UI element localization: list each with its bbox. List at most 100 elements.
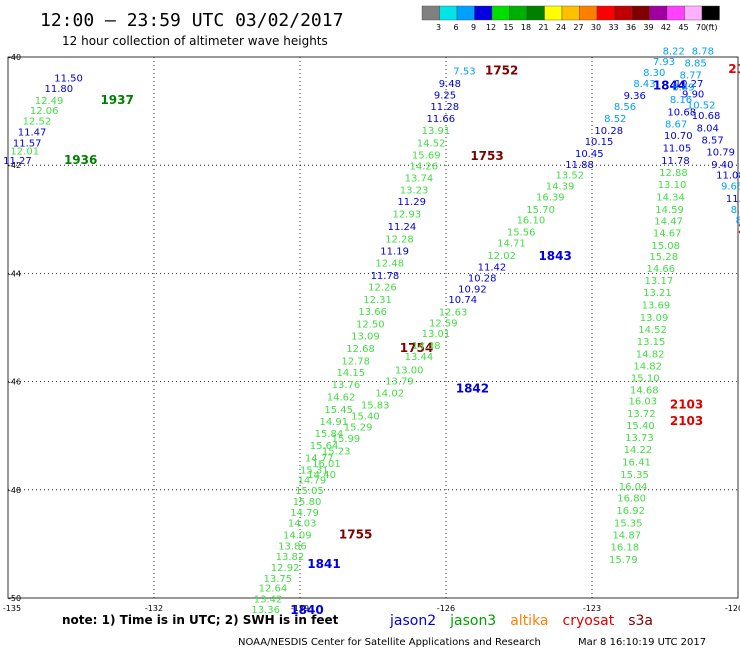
wave-height-value: 12.52 — [23, 117, 52, 128]
wave-height-value: 12.48 — [375, 258, 404, 269]
pass-time-label: 2103 — [670, 414, 703, 428]
wave-height-value: 14.71 — [497, 238, 526, 249]
wave-height-value: 13.82 — [276, 552, 305, 563]
legend-label: 33 — [608, 23, 618, 32]
wave-height-value: 13.73 — [625, 433, 654, 444]
wave-height-value: 11.05 — [663, 144, 692, 155]
tick-label-lat: -44 — [8, 269, 21, 278]
wave-height-value: 15.35 — [620, 470, 649, 481]
legend-label: 6 — [453, 23, 458, 32]
wave-height-value: 12.68 — [346, 344, 375, 355]
wave-height-value: 8.85 — [684, 59, 706, 70]
legend-swatch — [544, 5, 563, 21]
pass-time-label: 1841 — [307, 557, 340, 571]
pass-time-label: 1840 — [290, 603, 323, 617]
wave-height-value: 15.35 — [614, 519, 643, 530]
wave-height-value: 11.19 — [380, 246, 409, 257]
legend-swatch — [579, 5, 598, 21]
wave-height-value: 8.43 — [633, 79, 655, 90]
wave-height-value: 14.02 — [375, 389, 404, 400]
wave-height-value: 14.67 — [653, 229, 682, 240]
wave-height-value: 10.27 — [675, 79, 704, 90]
legend-label: 45 — [678, 23, 688, 32]
wave-height-value: 12.26 — [368, 283, 397, 294]
satellite-s3a: s3a — [628, 613, 653, 629]
pass-time-label: 2102 — [738, 222, 740, 236]
pass-time-label: 1842 — [456, 381, 489, 395]
wave-height-value: 14.82 — [636, 349, 665, 360]
wave-height-value: 11.47 — [18, 127, 47, 138]
wave-height-value: 15.99 — [332, 434, 361, 445]
legend-label: 42 — [661, 23, 671, 32]
wave-height-value: 14.26 — [410, 162, 439, 173]
wave-height-value: 11.42 — [478, 263, 507, 274]
wave-height-value: 14.22 — [624, 445, 653, 456]
wave-height-value: 11.28 — [430, 102, 459, 113]
legend-label: 24 — [556, 23, 566, 32]
wave-height-value: 14.87 — [612, 530, 641, 541]
wave-height-value: 13.09 — [351, 331, 380, 342]
wave-height-value: 11.29 — [397, 197, 426, 208]
footer-credit: NOAA/NESDIS Center for Satellite Applica… — [238, 637, 541, 648]
legend-swatch — [491, 5, 510, 21]
legend-swatch — [526, 5, 545, 21]
wave-height-value: 13.72 — [627, 409, 656, 420]
wave-height-value: 12.06 — [30, 106, 59, 117]
pass-time-label: 2103 — [670, 398, 703, 412]
wave-height-value: 8.56 — [614, 102, 636, 113]
wave-height-value: 16.10 — [517, 216, 546, 227]
wave-height-value: 15.84 — [315, 429, 344, 440]
wave-height-value: 11.50 — [54, 73, 83, 84]
wave-height-value: 13.17 — [645, 276, 674, 287]
wave-height-value: 14.47 — [654, 217, 683, 228]
wave-height-value: 10.28 — [468, 274, 497, 285]
wave-height-value: 14.52 — [417, 138, 446, 149]
wave-height-value: 8.22 — [663, 46, 685, 57]
wave-height-value: 15.45 — [324, 405, 353, 416]
tick-label-lon: -132 — [145, 604, 163, 613]
tick-label-lat: -46 — [8, 378, 21, 387]
plot-area: -135 -132 -129 -126 -123 -120 -40 -42 -44 -46 -48 -… — [3, 46, 740, 617]
pass-time-label: 1753 — [470, 149, 503, 163]
wave-height-value: 7.93 — [653, 57, 675, 68]
pass-time-label: 1843 — [538, 249, 571, 263]
units-note: note: 1) Time is in UTC; 2) SWH is in fe… — [62, 613, 339, 627]
wave-height-value: 16.39 — [536, 192, 565, 203]
wave-height-value: 15.29 — [344, 422, 373, 433]
wave-height-value: 8.30 — [643, 68, 665, 79]
wave-height-value: 12.02 — [487, 251, 516, 262]
wave-height-value: 11.78 — [726, 194, 740, 205]
wave-height-value: 14.79 — [290, 508, 319, 519]
track-jason3: 11.5011.8012.4912.0612.5211.4711.5712.01… — [3, 73, 134, 167]
wave-height-value: 15.79 — [609, 555, 638, 566]
wave-height-value: 13.09 — [640, 313, 669, 324]
wave-height-value: 16.01 — [312, 459, 341, 470]
wave-height-value: 13.23 — [400, 185, 429, 196]
wave-height-value: 12.63 — [439, 308, 468, 319]
wave-height-value: 10.79 — [706, 147, 735, 158]
wave-height-value: 8.04 — [697, 124, 719, 135]
legend-label: 9 — [471, 23, 476, 32]
wave-height-value: 11.88 — [565, 160, 594, 171]
pass-time-label: 1754 — [400, 341, 433, 355]
track-jason3: 8.788.858.778.498.1610.688.6710.7011.051… — [609, 46, 714, 566]
wave-height-value: 15.10 — [631, 374, 660, 385]
wave-height-value: 10.68 — [692, 111, 721, 122]
wave-height-value: 15.40 — [626, 421, 655, 432]
wave-height-value: 13.79 — [385, 376, 414, 387]
legend-swatch — [474, 5, 493, 21]
pass-time-label: 21 — [728, 62, 740, 76]
legend-label: 70 — [696, 23, 706, 32]
wave-height-value: 12.59 — [429, 318, 458, 329]
wave-height-value: 14.77 — [305, 454, 334, 465]
legend-swatch — [561, 5, 580, 21]
wave-height-value: 16.03 — [629, 396, 658, 407]
legend-swatch — [456, 5, 475, 21]
wave-height-value: 9.25 — [434, 91, 456, 102]
wave-height-value: 11.08 — [716, 171, 740, 182]
wave-height-value: 14.38 — [412, 341, 441, 352]
legend-label: 36 — [626, 23, 636, 32]
wave-height-value: 13.76 — [332, 380, 361, 391]
wave-height-value: 13.44 — [405, 352, 434, 363]
wave-height-value: 14.03 — [288, 519, 317, 530]
